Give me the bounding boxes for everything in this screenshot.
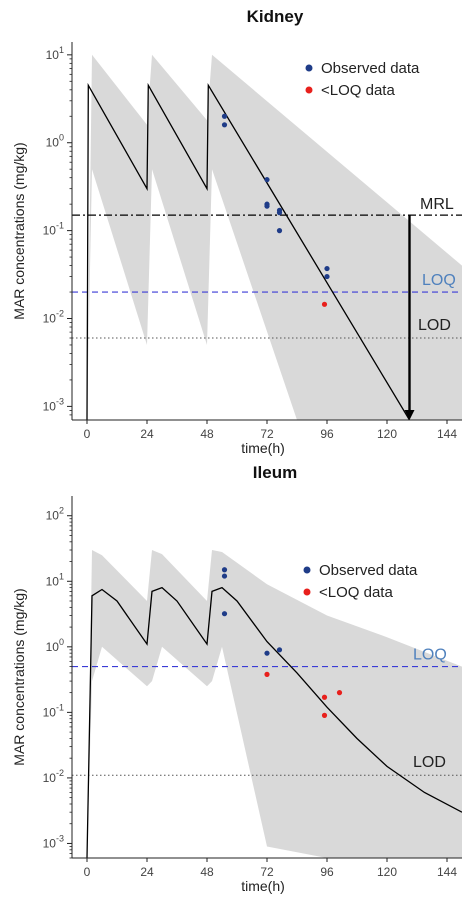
observed-point: [264, 650, 270, 656]
y-tick-label: 10-3: [43, 396, 64, 413]
x-tick-label: 96: [320, 427, 334, 441]
y-tick-label: 10-3: [43, 833, 64, 850]
x-tick-label: 144: [437, 427, 457, 441]
prediction-band: [87, 54, 462, 420]
y-axis-label: MAR concentrations (mg/kg): [11, 142, 27, 319]
y-tick-label: 101: [46, 571, 64, 588]
legend-marker: [303, 588, 311, 596]
observed-point: [221, 122, 228, 128]
legend-marker: [303, 566, 311, 574]
withdrawal-arrow-head: [404, 410, 415, 420]
observed-point: [221, 567, 228, 573]
plot-area: [72, 54, 462, 420]
legend-label: Observed data: [319, 562, 418, 579]
legend-marker: [305, 86, 313, 94]
legend-label: <LOQ data: [319, 584, 393, 601]
below-loq-point: [321, 301, 328, 307]
observed-point: [221, 113, 228, 119]
y-tick-label: 10-2: [43, 768, 64, 785]
observed-point: [264, 177, 270, 183]
below-loq-point: [321, 694, 328, 700]
x-tick-label: 72: [260, 865, 274, 879]
ref-label-lod: LOD: [413, 754, 446, 771]
ref-label-mrl: MRL: [420, 196, 454, 213]
below-loq-point: [321, 712, 328, 718]
observed-point: [324, 273, 330, 280]
below-loq-point: [336, 690, 343, 696]
x-tick-label: 120: [377, 427, 397, 441]
below-loq-point: [264, 671, 270, 677]
chart-title: Ileum: [253, 463, 297, 482]
y-tick-label: 102: [46, 506, 64, 523]
x-tick-label: 48: [200, 865, 214, 879]
y-tick-label: 101: [46, 45, 64, 62]
x-tick-label: 24: [140, 427, 154, 441]
observed-point: [324, 265, 330, 272]
chart-panel-ileum: Ileum LOQ LOD 0 24 48 72 96 120 144 10-3 10-2 10-1 10…: [11, 463, 462, 894]
observed-point: [276, 228, 283, 234]
chart-panel-kidney: Kidney MRL LOQ LOD 0 24 48 72 96 120 144 10-3 10-2 10…: [11, 7, 462, 456]
ref-label-loq: LOQ: [413, 647, 447, 664]
legend-marker: [305, 64, 313, 72]
y-axis-label: MAR concentrations (mg/kg): [11, 588, 27, 765]
observed-point: [221, 611, 228, 617]
simulated-median-line: [86, 586, 462, 858]
x-tick-label: 0: [84, 427, 91, 441]
observed-point: [276, 647, 283, 653]
y-tick-label: 10-1: [43, 702, 64, 719]
y-tick-label: 10-1: [43, 221, 64, 238]
y-tick-label: 10-2: [43, 309, 64, 326]
observed-point: [264, 203, 270, 209]
x-tick-label: 0: [84, 865, 91, 879]
x-tick-label: 72: [260, 427, 274, 441]
prediction-band: [87, 550, 462, 858]
x-tick-label: 24: [140, 865, 154, 879]
x-tick-label: 144: [437, 865, 457, 879]
y-tick-label: 100: [46, 133, 64, 150]
y-tick-label: 100: [46, 637, 64, 654]
simulated-median-line: [86, 82, 411, 420]
ref-label-lod: LOD: [418, 317, 451, 334]
legend-label: Observed data: [321, 60, 420, 77]
x-tick-label: 96: [320, 865, 334, 879]
observed-point: [221, 573, 228, 579]
chart-title: Kidney: [247, 7, 304, 26]
legend-label: <LOQ data: [321, 82, 395, 99]
ref-label-loq: LOQ: [422, 272, 456, 289]
x-axis-label: time(h): [241, 440, 285, 456]
observed-point: [276, 210, 283, 216]
x-tick-label: 120: [377, 865, 397, 879]
x-tick-label: 48: [200, 427, 214, 441]
plot-area: [72, 550, 462, 858]
x-axis-label: time(h): [241, 878, 285, 894]
